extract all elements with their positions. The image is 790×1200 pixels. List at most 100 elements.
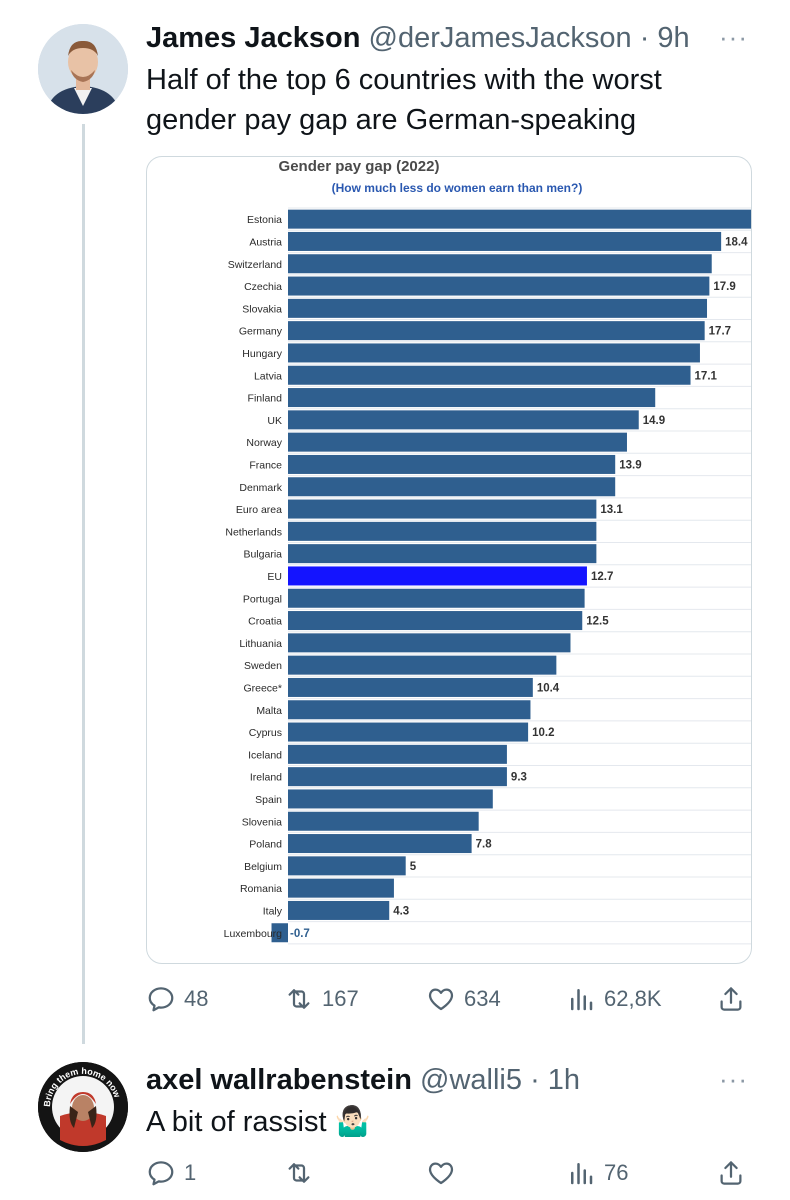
views-button[interactable]: 62,8K <box>566 982 662 1016</box>
tweet-time[interactable]: · 9h <box>639 22 690 54</box>
category-label: Bulgaria <box>243 549 282 561</box>
bar-bulgaria <box>288 544 597 564</box>
views-count: 76 <box>604 1160 629 1185</box>
category-label: Iceland <box>248 749 282 761</box>
value-label: -0.7 <box>290 928 310 940</box>
bar-estonia <box>288 209 751 229</box>
retweet-icon <box>288 989 310 1009</box>
category-label: Denmark <box>239 482 282 494</box>
retweet-button[interactable]: 167 <box>284 982 359 1016</box>
x-tick-label: 2 <box>329 963 339 964</box>
value-label: 10.4 <box>537 682 560 694</box>
bar-italy <box>288 900 390 920</box>
category-label: Greece* <box>243 682 282 694</box>
value-label: 7.8 <box>476 839 493 851</box>
category-label: Austria <box>249 236 282 248</box>
category-label: Hungary <box>242 348 282 360</box>
bar-euro-area <box>288 499 597 519</box>
category-label: Lithuania <box>239 638 282 650</box>
bar-austria <box>288 231 722 251</box>
retweet-count: 167 <box>322 986 359 1011</box>
bar-finland <box>288 388 656 408</box>
avatar[interactable]: Bring them home now <box>38 1062 128 1152</box>
category-label: Cyprus <box>249 727 282 739</box>
bar-cyprus <box>288 722 529 742</box>
author-handle[interactable]: @walli5 <box>420 1064 522 1096</box>
more-options-icon[interactable]: ··· <box>719 1064 748 1094</box>
value-label: 18.4 <box>725 236 748 248</box>
category-label: Finland <box>248 393 283 405</box>
more-options-icon[interactable]: ··· <box>719 22 748 52</box>
category-label: Slovakia <box>242 303 282 315</box>
tweet-main: James Jackson @derJamesJackson · 9h ··· … <box>38 20 752 1044</box>
like-button[interactable]: 634 <box>426 982 501 1016</box>
category-label: Slovenia <box>242 816 282 828</box>
x-tick-label: 12 <box>562 961 577 964</box>
reply-count: 48 <box>184 986 209 1011</box>
category-label: Portugal <box>243 593 282 605</box>
like-button[interactable] <box>426 1156 456 1190</box>
like-count: 634 <box>464 986 501 1011</box>
author-handle[interactable]: @derJamesJackson <box>368 22 632 54</box>
tweet-text: A bit of rassist 🤷🏻‍♂️ <box>146 1106 371 1138</box>
author-name[interactable]: axel wallrabenstein <box>146 1064 412 1096</box>
category-label: Italy <box>263 905 283 917</box>
heart-icon <box>428 1162 454 1185</box>
bar-norway <box>288 432 627 452</box>
bar-czechia <box>288 276 710 296</box>
share-icon <box>720 1161 742 1185</box>
value-label: 17.9 <box>713 281 735 293</box>
bar-eu <box>288 566 587 586</box>
x-tick-label: 20 <box>750 961 752 964</box>
reply-button[interactable]: 1 <box>146 1156 196 1190</box>
author-name[interactable]: James Jackson <box>146 22 361 54</box>
chart-image[interactable]: Gender pay gap (2022) (How much less do … <box>146 156 752 964</box>
value-label: 12.5 <box>586 616 609 628</box>
category-label: Norway <box>246 437 282 449</box>
bar-lithuania <box>288 633 571 653</box>
chart-title: Gender pay gap (2022) <box>279 158 440 175</box>
chart-subtitle: (How much less do women earn than men?) <box>332 181 583 195</box>
bar-hungary <box>288 343 700 363</box>
x-tick-label: 18 <box>703 961 718 964</box>
views-button[interactable]: 76 <box>566 1156 628 1190</box>
bar-denmark <box>288 477 616 497</box>
bar-sweden <box>288 655 557 675</box>
category-label: Croatia <box>248 616 282 628</box>
retweet-button[interactable] <box>284 1156 314 1190</box>
bar-slovakia <box>288 298 708 318</box>
thread-line <box>82 124 85 1044</box>
bar-netherlands <box>288 521 597 541</box>
category-label: Poland <box>249 839 282 851</box>
x-tick-label: 6 <box>423 963 433 964</box>
category-label: Romania <box>240 883 282 895</box>
x-tick-label: 16 <box>656 961 671 964</box>
bar-slovenia <box>288 811 479 831</box>
bar-chart: Gender pay gap (2022) (How much less do … <box>224 158 752 964</box>
heart-icon <box>428 988 454 1011</box>
share-icon <box>720 987 742 1011</box>
avatar[interactable] <box>38 24 128 114</box>
category-label: UK <box>267 415 282 427</box>
x-tick-label: 4 <box>376 963 386 964</box>
category-label: Germany <box>239 326 283 338</box>
share-button[interactable] <box>716 982 746 1016</box>
share-button[interactable] <box>716 1156 746 1190</box>
bar-poland <box>288 834 472 854</box>
tweet-header: James Jackson @derJamesJackson · 9h <box>146 20 690 56</box>
bar-iceland <box>288 744 507 764</box>
value-label: 5 <box>410 861 417 873</box>
value-label: 17.1 <box>695 370 718 382</box>
bar-croatia <box>288 611 583 631</box>
value-label: 9.3 <box>511 772 527 784</box>
bar-germany <box>288 321 705 341</box>
reply-button[interactable]: 48 <box>146 982 208 1016</box>
value-label: 13.9 <box>619 459 641 471</box>
bar-luxembourg <box>271 923 288 943</box>
category-label: Ireland <box>250 772 282 784</box>
category-label: Malta <box>256 705 282 717</box>
bar-romania <box>288 878 394 898</box>
tweet-time[interactable]: · 1h <box>530 1064 581 1096</box>
value-label: 12.7 <box>591 571 613 583</box>
bar-spain <box>288 789 493 809</box>
